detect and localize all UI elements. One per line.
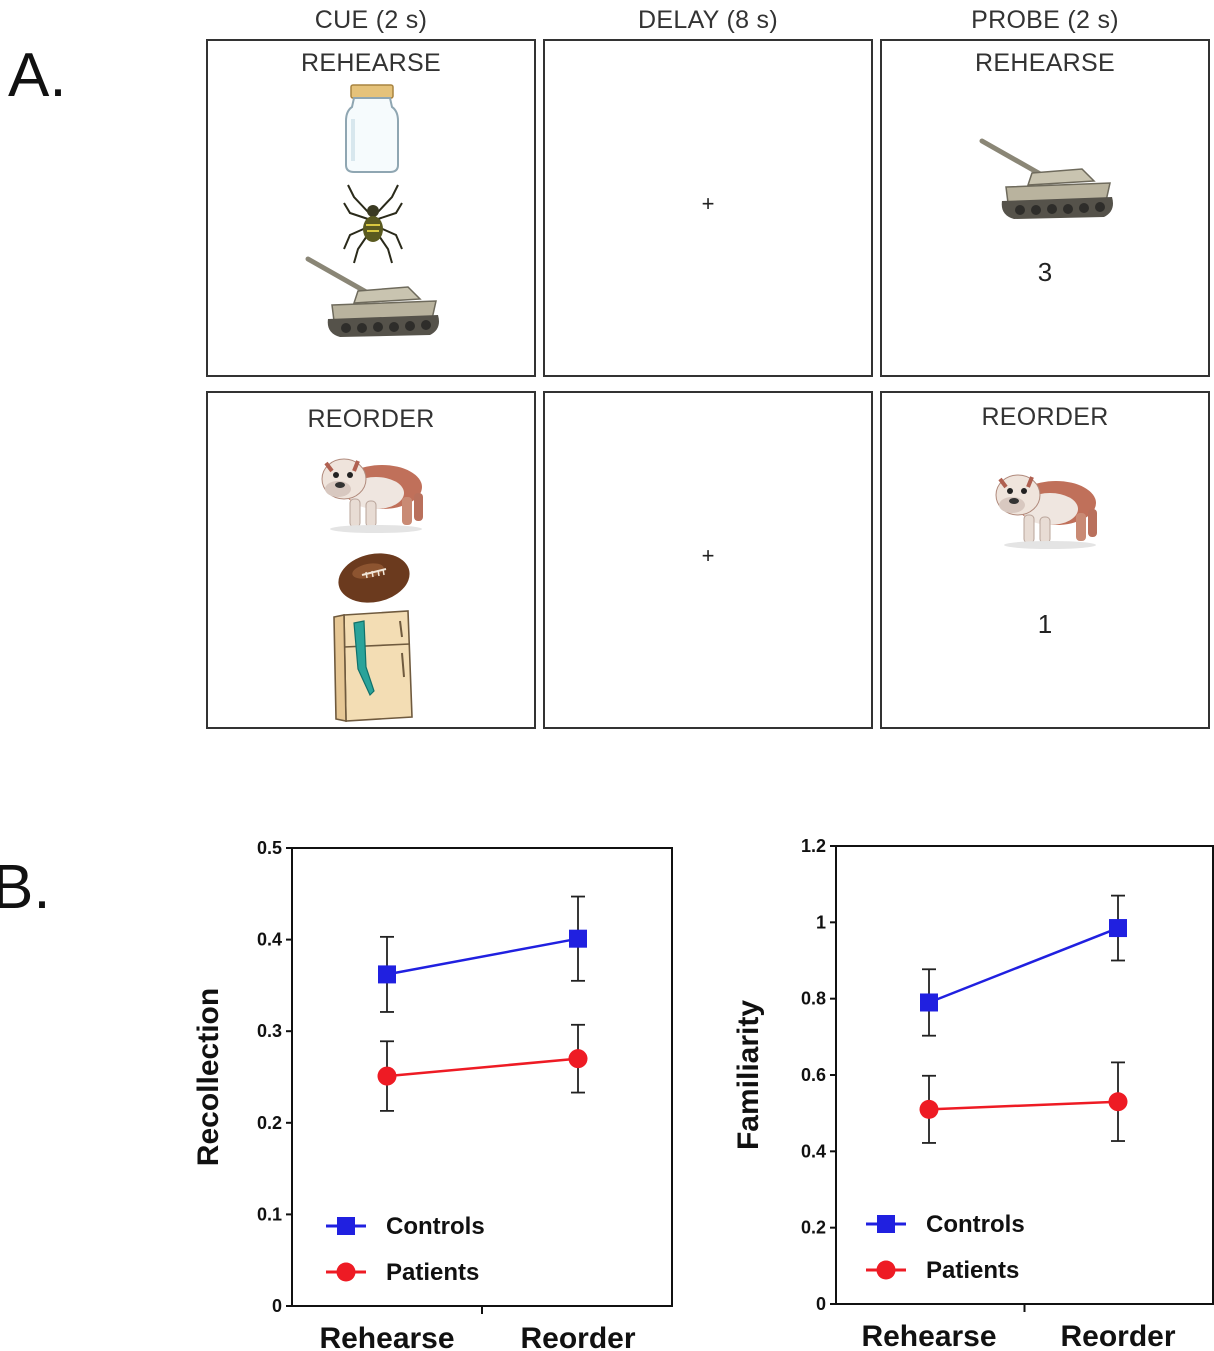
y-tick-label: 0.6	[801, 1065, 826, 1085]
legend-label: Controls	[926, 1211, 1025, 1238]
series-line-patients	[928, 1100, 1119, 1111]
probe-number: 1	[1037, 609, 1053, 639]
delay-header: DELAY (8 s)	[638, 6, 778, 34]
rehearse-delay-box: +	[543, 39, 873, 377]
y-tick-label: 0	[816, 1294, 826, 1314]
y-tick-label: 0.2	[801, 1218, 826, 1238]
y-tick-label: 0.3	[257, 1021, 282, 1041]
series-line-controls	[928, 926, 1119, 1004]
football-icon	[338, 553, 410, 603]
reorder-delay-box: +	[543, 391, 873, 729]
legend-marker	[876, 1260, 896, 1280]
fixation-cross: +	[701, 543, 715, 568]
legend-label: Patients	[386, 1259, 479, 1286]
y-axis-label: Recollection	[192, 988, 225, 1166]
probe-header: PROBE (2 s)	[971, 6, 1119, 34]
panel-b-letter: B.	[0, 853, 51, 922]
series-line-controls	[386, 937, 579, 976]
panel-a-letter: A.	[8, 41, 67, 110]
data-point-controls	[920, 993, 938, 1012]
data-point-patients	[1108, 1092, 1128, 1112]
reorder-probe-label: REORDER	[981, 403, 1109, 431]
reorder-probe-box: REORDER 1	[880, 391, 1210, 729]
cue-header: CUE (2 s)	[314, 6, 428, 34]
tank-icon	[305, 256, 439, 337]
rehearse-probe-box: REHEARSE 3	[880, 39, 1210, 377]
fixation-cross: +	[701, 191, 715, 216]
data-point-controls	[569, 929, 587, 948]
bulldog-icon	[321, 458, 423, 533]
data-point-controls	[378, 965, 396, 984]
legend-label: Controls	[386, 1213, 485, 1240]
reorder-cue-label: REORDER	[307, 405, 435, 433]
rehearse-cue-box: REHEARSE	[206, 39, 536, 377]
y-tick-label: 1	[816, 912, 826, 932]
probe-number: 3	[1037, 257, 1053, 287]
x-tick-label: Rehearse	[319, 1322, 454, 1351]
data-point-controls	[1109, 919, 1127, 938]
series-line-patients	[386, 1057, 579, 1078]
y-tick-label: 0.4	[801, 1141, 826, 1161]
y-tick-label: 0.2	[257, 1113, 282, 1133]
legend-marker	[877, 1215, 895, 1233]
legend-label: Patients	[926, 1257, 1019, 1284]
tank-icon	[979, 138, 1113, 219]
spider-icon	[343, 184, 403, 264]
rehearse-probe-label: REHEARSE	[975, 49, 1115, 77]
refrigerator-icon	[333, 610, 413, 722]
y-tick-label: 0.5	[257, 838, 282, 858]
bulldog-icon	[995, 474, 1097, 549]
data-point-patients	[568, 1049, 588, 1069]
y-tick-label: 0.8	[801, 989, 826, 1009]
x-tick-label: Reorder	[1060, 1320, 1175, 1351]
jar-icon	[345, 84, 399, 173]
data-point-patients	[377, 1066, 397, 1086]
y-tick-label: 1.2	[801, 836, 826, 856]
reorder-cue-box: REORDER	[206, 391, 536, 729]
data-point-patients	[919, 1099, 939, 1119]
y-tick-label: 0.1	[257, 1204, 282, 1224]
rehearse-cue-label: REHEARSE	[301, 49, 441, 77]
x-tick-label: Rehearse	[861, 1320, 996, 1351]
legend-marker	[337, 1217, 355, 1235]
legend-marker	[336, 1262, 356, 1282]
x-tick-label: Reorder	[520, 1322, 635, 1351]
y-tick-label: 0.4	[257, 930, 282, 950]
y-axis-label: Familiarity	[732, 1000, 765, 1150]
y-tick-label: 0	[272, 1296, 282, 1316]
